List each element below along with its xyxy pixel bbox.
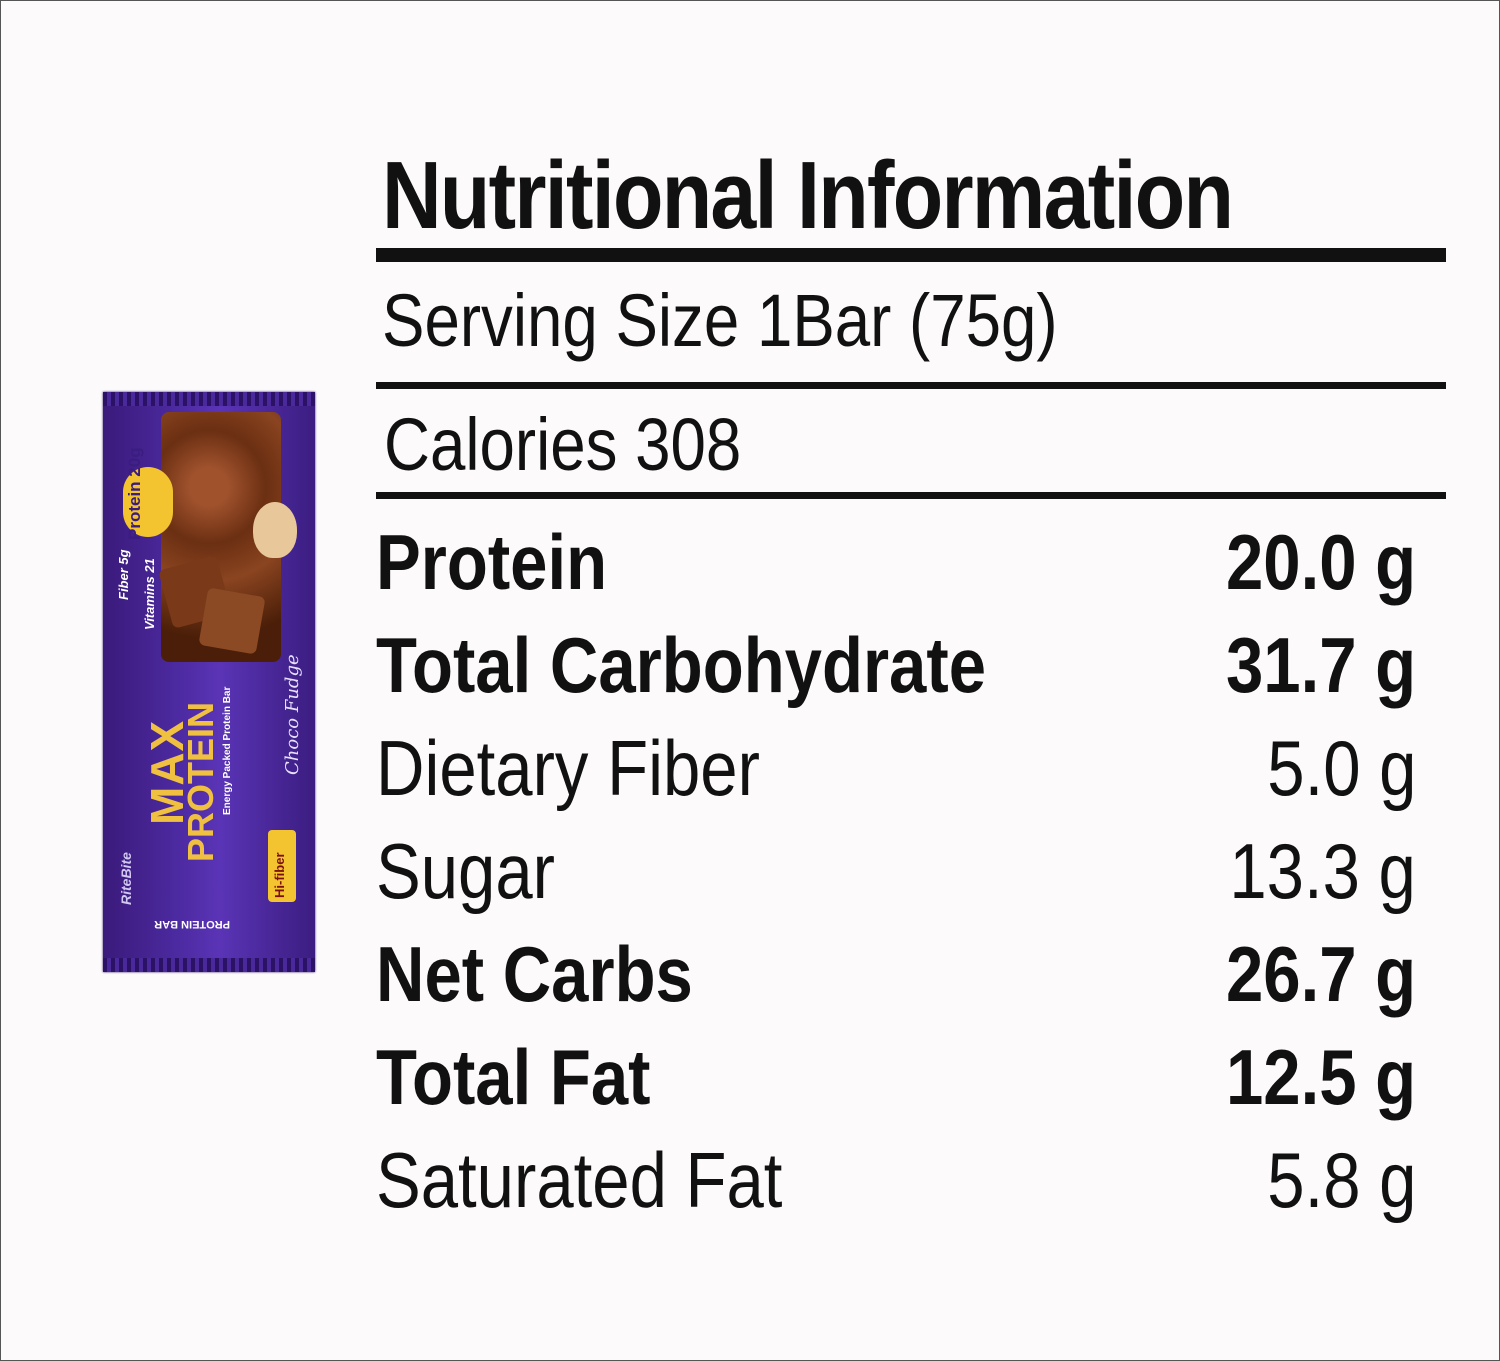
cashew-nut [253, 502, 297, 558]
calories: Calories 308 [384, 403, 742, 486]
product-name-protein: PROTEIN [180, 701, 221, 862]
divider [376, 382, 1446, 389]
nutrient-name: Total Fat [376, 1033, 651, 1121]
nutrient-row-dietary-fiber: Dietary Fiber 5.0 g [376, 720, 1416, 823]
nutrient-value: 13.3 g [1229, 827, 1416, 915]
flavor-text: Choco Fudge [282, 654, 303, 775]
nutrient-row-total-fat: Total Fat 12.5 g [376, 1029, 1416, 1132]
nutrient-name: Sugar [376, 827, 556, 915]
nutrient-value: 31.7 g [1225, 621, 1416, 709]
tagline-text: Energy Packed Protein Bar [222, 686, 233, 815]
nutrient-value: 12.5 g [1225, 1033, 1416, 1121]
nutrient-name: Dietary Fiber [376, 724, 760, 812]
nutrient-row-total-carbohydrate: Total Carbohydrate 31.7 g [376, 617, 1416, 720]
divider-thick [376, 248, 1446, 262]
vitamins-text: Vitamins 21 [142, 558, 157, 630]
nutrient-name: Total Carbohydrate [376, 621, 987, 709]
fiber-text: Fiber 5g [116, 549, 131, 600]
nutrient-row-net-carbs: Net Carbs 26.7 g [376, 926, 1416, 1029]
serving-size: Serving Size 1Bar (75g) [382, 279, 1058, 362]
label-title: Nutritional Information [382, 142, 1234, 249]
chocolate-piece [198, 587, 266, 655]
nutrient-name: Net Carbs [376, 930, 693, 1018]
nutrient-row-sugar: Sugar 13.3 g [376, 823, 1416, 926]
nutrient-list: Protein 20.0 g Total Carbohydrate 31.7 g… [376, 514, 1416, 1235]
nutrient-name: Saturated Fat [376, 1136, 783, 1224]
protein-badge [123, 467, 173, 537]
nutrient-name: Protein [376, 518, 608, 606]
nutrient-value: 20.0 g [1225, 518, 1416, 606]
nutrient-row-saturated-fat: Saturated Fat 5.8 g [376, 1132, 1416, 1235]
nutrient-value: 26.7 g [1225, 930, 1416, 1018]
nutrient-row-protein: Protein 20.0 g [376, 514, 1416, 617]
nutrient-value: 5.8 g [1266, 1136, 1416, 1224]
hifiber-text: Hi-fiber [272, 852, 287, 899]
nutrient-value: 5.0 g [1266, 724, 1416, 812]
hifiber-badge [268, 830, 296, 902]
protein-badge-text: Protein 20g [125, 447, 144, 540]
brand-logo-text: RiteBite [118, 852, 134, 905]
bottom-text: PROTEIN BAR [154, 918, 230, 930]
divider [376, 492, 1446, 499]
